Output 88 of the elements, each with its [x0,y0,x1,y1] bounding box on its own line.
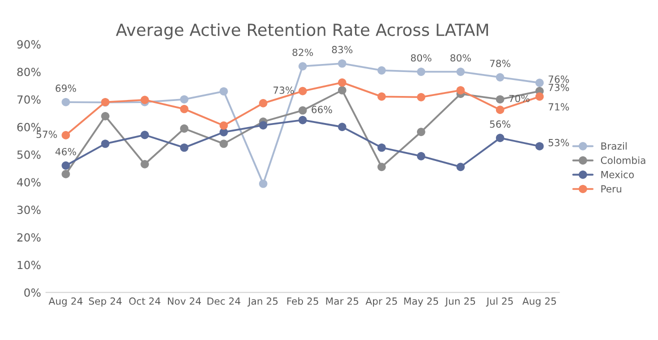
point [496,106,504,114]
data-label: 80% [410,54,432,62]
data-label: 56% [490,120,510,128]
y-tick-label: 60% [17,122,41,132]
point [338,122,346,132]
y-tick-label: 0% [24,288,41,297]
point [298,116,307,124]
point [416,92,426,102]
x-tick-label: Sep 24 [89,297,122,307]
point [416,68,426,76]
point [180,124,188,133]
data-label: 80% [450,54,471,62]
point [377,66,386,75]
point [259,121,268,130]
y-tick-label: 80% [17,68,41,76]
legend-label: Peru [601,185,622,193]
point [456,68,465,76]
y-tick-label: 30% [17,206,41,214]
x-tick-label: Dec 24 [208,297,240,305]
point [298,106,307,115]
point [62,131,70,140]
point [377,92,386,101]
point [496,134,504,142]
point [456,162,465,172]
point [496,95,504,104]
x-tick-label: Jun 25 [444,297,476,307]
point [298,86,307,96]
point [456,86,465,94]
data-label: 66% [312,106,332,114]
y-tick-label: 50% [17,150,41,159]
point [416,152,426,160]
point [180,104,188,114]
data-label: 73% [548,84,569,92]
point [220,87,228,96]
point [62,161,70,170]
point [140,130,149,140]
point [298,62,307,70]
data-label: 83% [332,46,352,54]
data-label: 78% [490,60,510,68]
data-label: 69% [56,84,76,92]
x-tick-label: May 25 [404,297,438,307]
data-label: 46% [55,148,76,156]
y-tick-label: 90% [17,40,41,49]
point [535,142,544,150]
point [496,73,504,82]
point [535,92,544,101]
point [338,86,346,94]
data-label: 70% [509,94,530,102]
x-tick-label: Oct 24 [129,297,160,305]
point [416,128,426,136]
x-tick-label: Feb 25 [287,297,318,305]
point [220,140,228,148]
x-tick-label: Aug 25 [522,297,556,307]
x-tick-label: Jan 25 [247,297,278,307]
point [101,140,110,148]
data-label: 53% [548,138,569,146]
point [377,162,386,172]
y-tick-label: 10% [18,260,41,270]
point [259,99,268,108]
point [180,95,188,104]
y-tick-label: 70% [17,95,41,104]
data-label: 57% [36,130,57,138]
x-tick-label: Nov 24 [168,297,201,305]
point [180,143,188,152]
point [62,170,70,178]
x-tick-label: Jul 25 [486,297,513,307]
point [220,121,228,130]
point [338,59,346,68]
data-label: 82% [292,48,313,56]
point [101,112,110,120]
legend-label: Colombia [600,156,646,164]
data-label: 76% [548,76,569,83]
legend-label: Mexico [601,170,634,178]
x-tick-label: Mar 25 [326,297,358,305]
data-label: 73% [274,86,294,94]
chart-title: Average Active Retention Rate Across LATAM [116,23,488,40]
point [140,160,149,168]
point [535,78,544,87]
y-tick-label: 40% [17,178,41,186]
x-tick-label: Aug 24 [48,297,82,307]
data-label: 71% [548,103,569,111]
point [377,143,386,152]
y-tick-label: 20% [17,233,41,242]
x-tick-label: Apr 25 [366,297,397,307]
point [62,98,70,106]
point [259,180,268,188]
point [338,78,346,87]
legend-label: Brazil [601,142,627,150]
